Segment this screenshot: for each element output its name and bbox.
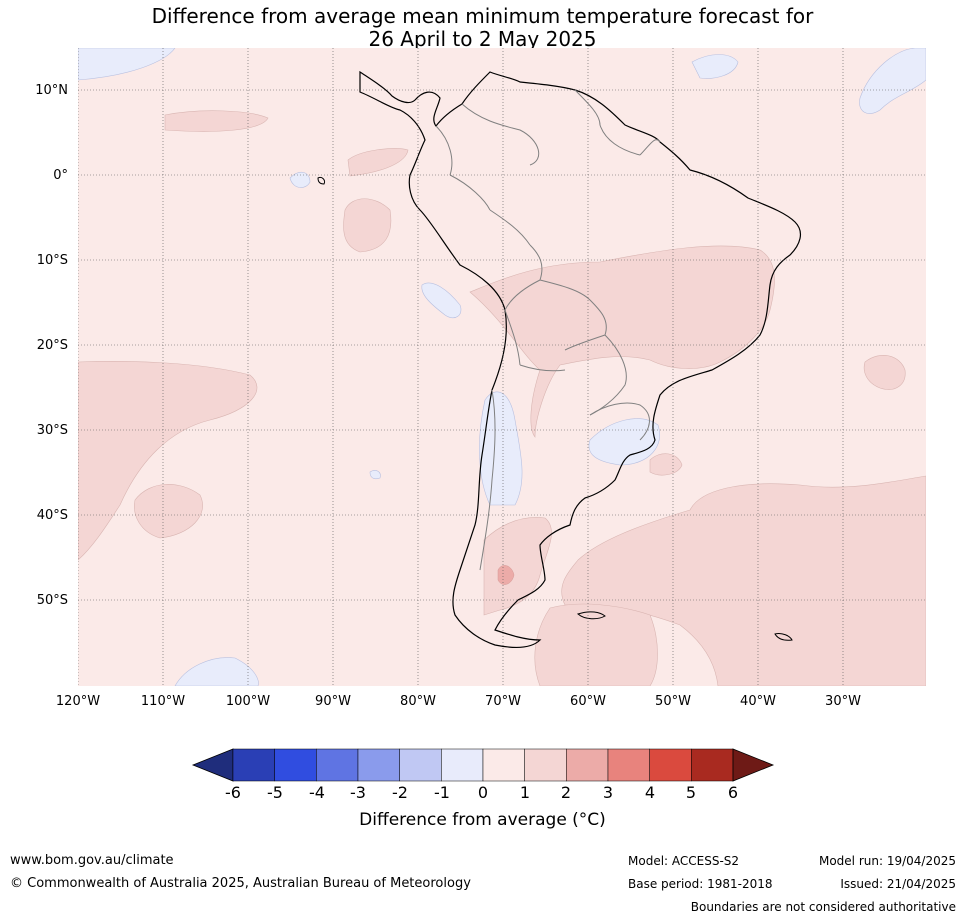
latitude-label: 30°S	[36, 423, 68, 438]
longitude-label: 30°W	[825, 694, 861, 709]
model-run-text: Model run: 19/04/2025	[818, 854, 956, 868]
colorbar-segment	[691, 748, 734, 782]
colorbar-segment	[524, 748, 567, 782]
colorbar-segment	[316, 748, 359, 782]
colorbar-segment	[274, 748, 317, 782]
colorbar-segment	[399, 748, 442, 782]
colorbar-tick-label: -1	[434, 783, 450, 802]
model-text: Model: ACCESS-S2	[628, 854, 740, 868]
latitude-label: 10°N	[35, 83, 68, 98]
colorbar-extend-high	[732, 748, 775, 782]
longitude-label: 100°W	[225, 694, 271, 709]
colorbar-segment	[441, 748, 484, 782]
colorbar-tick-label: -5	[267, 783, 283, 802]
colorbar-segment	[607, 748, 650, 782]
colorbar-tick-label: -6	[225, 783, 241, 802]
graticule	[78, 48, 926, 686]
longitude-label: 120°W	[55, 694, 101, 709]
map-title-line-1: Difference from average mean minimum tem…	[151, 4, 814, 28]
south-america-coastline	[359, 70, 802, 648]
colorbar-tick-label: -3	[350, 783, 366, 802]
anomaly-minus1-to-0-regions	[78, 48, 926, 686]
colorbar-extend-low	[191, 748, 234, 782]
copyright-text: © Commonwealth of Australia 2025, Austra…	[10, 876, 471, 891]
longitude-label: 90°W	[315, 694, 351, 709]
colorbar-segment	[482, 748, 525, 782]
colorbar-segment	[649, 748, 692, 782]
colorbar	[191, 748, 775, 782]
colorbar-label: Difference from average (°C)	[359, 810, 606, 830]
longitude-label: 70°W	[485, 694, 521, 709]
colorbar-tick-label: 4	[644, 783, 656, 802]
colorbar-tick-label: -2	[392, 783, 408, 802]
longitude-label: 40°W	[740, 694, 776, 709]
base-period-text: Base period: 1981-2018	[628, 877, 773, 891]
latitude-label: 0°	[53, 168, 68, 183]
colorbar-tick-label: -4	[309, 783, 325, 802]
website-link[interactable]: www.bom.gov.au/climate	[10, 853, 174, 868]
longitude-label: 110°W	[140, 694, 186, 709]
latitude-label: 20°S	[36, 338, 68, 353]
colorbar-tick-label: 0	[477, 783, 489, 802]
latitude-label: 10°S	[36, 253, 68, 268]
latitude-label: 40°S	[36, 508, 68, 523]
colorbar-tick-label: 2	[560, 783, 572, 802]
colorbar-segment	[357, 748, 400, 782]
colorbar-tick-label: 5	[685, 783, 697, 802]
colorbar-tick-label: 1	[519, 783, 531, 802]
map-canvas	[78, 48, 926, 686]
longitude-label: 60°W	[570, 694, 606, 709]
map-title-line-2: 26 April to 2 May 2025	[368, 27, 597, 51]
latitude-label: 50°S	[36, 593, 68, 608]
anomaly-2-to-3-region	[497, 565, 515, 585]
colorbar-tick-label: 6	[727, 783, 739, 802]
colorbar-segment	[566, 748, 609, 782]
disclaimer-text: Boundaries are not considered authoritat…	[690, 900, 956, 914]
longitude-label: 80°W	[400, 694, 436, 709]
issued-text: Issued: 21/04/2025	[840, 877, 956, 891]
longitude-label: 50°W	[655, 694, 691, 709]
country-borders	[435, 89, 661, 571]
islands	[317, 177, 793, 641]
anomaly-1-to-2-regions	[78, 110, 926, 686]
colorbar-tick-label: 3	[602, 783, 614, 802]
colorbar-segment	[232, 748, 275, 782]
